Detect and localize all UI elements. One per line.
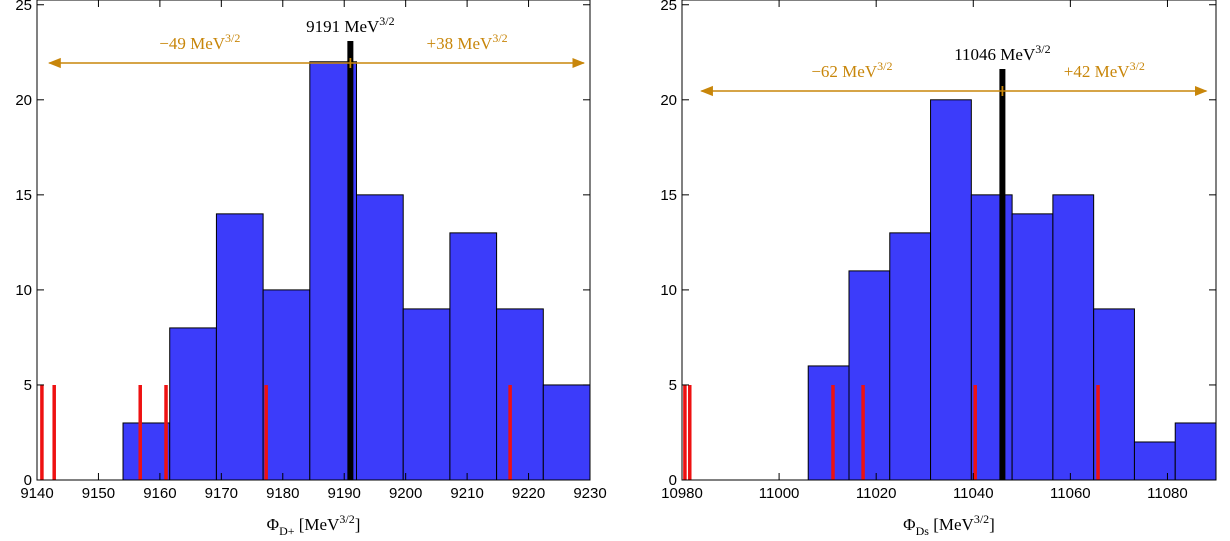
plot-frame xyxy=(36,0,591,481)
bar xyxy=(215,213,264,481)
annotation-text: 9191 MeV xyxy=(306,17,380,36)
x-tick-label: 9190 xyxy=(328,485,361,502)
x-label-sup: 3/2 xyxy=(974,512,989,526)
x-axis-label: ΦDs [MeV3/2] xyxy=(903,512,995,538)
y-tick-label: 15 xyxy=(660,187,677,204)
x-tick-label: 9140 xyxy=(20,485,53,502)
annotation-text: +38 MeV xyxy=(427,34,493,53)
annotation: −62 MeV3/2 xyxy=(811,59,892,81)
y-tick-label: 10 xyxy=(15,282,32,299)
bar xyxy=(889,232,932,481)
bar xyxy=(1133,441,1176,481)
y-tick-label: 10 xyxy=(660,282,677,299)
x-tick-label: 11020 xyxy=(856,485,897,502)
bar xyxy=(930,99,972,481)
annotation: +38 MeV3/2 xyxy=(427,31,508,53)
annotation-sup: 3/2 xyxy=(1130,59,1145,73)
plot-frame xyxy=(681,0,1217,481)
annotation-text: +42 MeV xyxy=(1064,62,1130,81)
bar xyxy=(402,308,451,481)
annotation-sup: 3/2 xyxy=(877,59,892,73)
bar xyxy=(356,194,404,481)
x-label-main: Φ xyxy=(903,515,915,534)
x-tick-label: 11000 xyxy=(759,485,800,502)
bar xyxy=(1011,213,1054,481)
annotation: −49 MeV3/2 xyxy=(159,31,240,53)
y-tick-label: 25 xyxy=(15,0,32,14)
x-tick-label: 11040 xyxy=(953,485,994,502)
annotation-text: −49 MeV xyxy=(159,34,225,53)
x-tick-label: 11080 xyxy=(1147,485,1188,502)
annotation: +42 MeV3/2 xyxy=(1064,59,1145,81)
annotation-sup: 3/2 xyxy=(379,14,394,28)
bar xyxy=(848,270,891,481)
x-label-end: ] xyxy=(989,515,995,534)
x-tick-label: 9220 xyxy=(512,485,545,502)
x-tick-label: 9150 xyxy=(82,485,115,502)
bar xyxy=(807,365,850,481)
y-tick-label: 25 xyxy=(660,0,677,14)
y-tick-label: 0 xyxy=(24,472,32,489)
x-axis-label: ΦD+ [MeV3/2] xyxy=(267,512,361,538)
y-tick-label: 5 xyxy=(24,377,32,394)
annotation-text: 11046 MeV xyxy=(954,45,1036,64)
x-label-end: ] xyxy=(355,515,361,534)
x-tick-label: 9200 xyxy=(389,485,422,502)
y-tick-label: 20 xyxy=(15,92,32,109)
x-label-sup: 3/2 xyxy=(339,512,354,526)
y-tick-label: 5 xyxy=(669,377,677,394)
x-tick-label: 9210 xyxy=(450,485,483,502)
bar xyxy=(169,327,217,481)
x-tick-label: 9180 xyxy=(266,485,299,502)
annotation-text: −62 MeV xyxy=(811,62,877,81)
x-label-sub: Ds xyxy=(916,524,930,538)
x-tick-label: 9230 xyxy=(573,485,606,502)
x-tick-label: 9160 xyxy=(143,485,176,502)
x-label-sub: D+ xyxy=(279,524,295,538)
bar xyxy=(542,384,591,481)
bar xyxy=(1052,194,1095,481)
bar xyxy=(1174,422,1217,481)
annotation-sup: 3/2 xyxy=(492,31,507,45)
x-label-main: Φ xyxy=(267,515,279,534)
x-label-text: [MeV xyxy=(295,515,341,534)
bar xyxy=(122,422,171,481)
x-tick-label: 9170 xyxy=(205,485,238,502)
annotation: 11046 MeV3/2 xyxy=(954,42,1050,64)
bar xyxy=(970,194,1013,481)
bar xyxy=(262,289,311,481)
annotation: 9191 MeV3/2 xyxy=(306,14,395,36)
x-label-text: [MeV xyxy=(929,515,975,534)
annotation-sup: 3/2 xyxy=(225,31,240,45)
y-tick-label: 15 xyxy=(15,187,32,204)
y-tick-label: 20 xyxy=(660,92,677,109)
y-tick-label: 0 xyxy=(669,472,677,489)
bar xyxy=(496,308,544,481)
x-tick-label: 11060 xyxy=(1050,485,1091,502)
annotation-sup: 3/2 xyxy=(1035,42,1050,56)
bar xyxy=(449,232,498,481)
bar xyxy=(1093,308,1135,481)
x-tick-label: 10980 xyxy=(661,485,703,502)
